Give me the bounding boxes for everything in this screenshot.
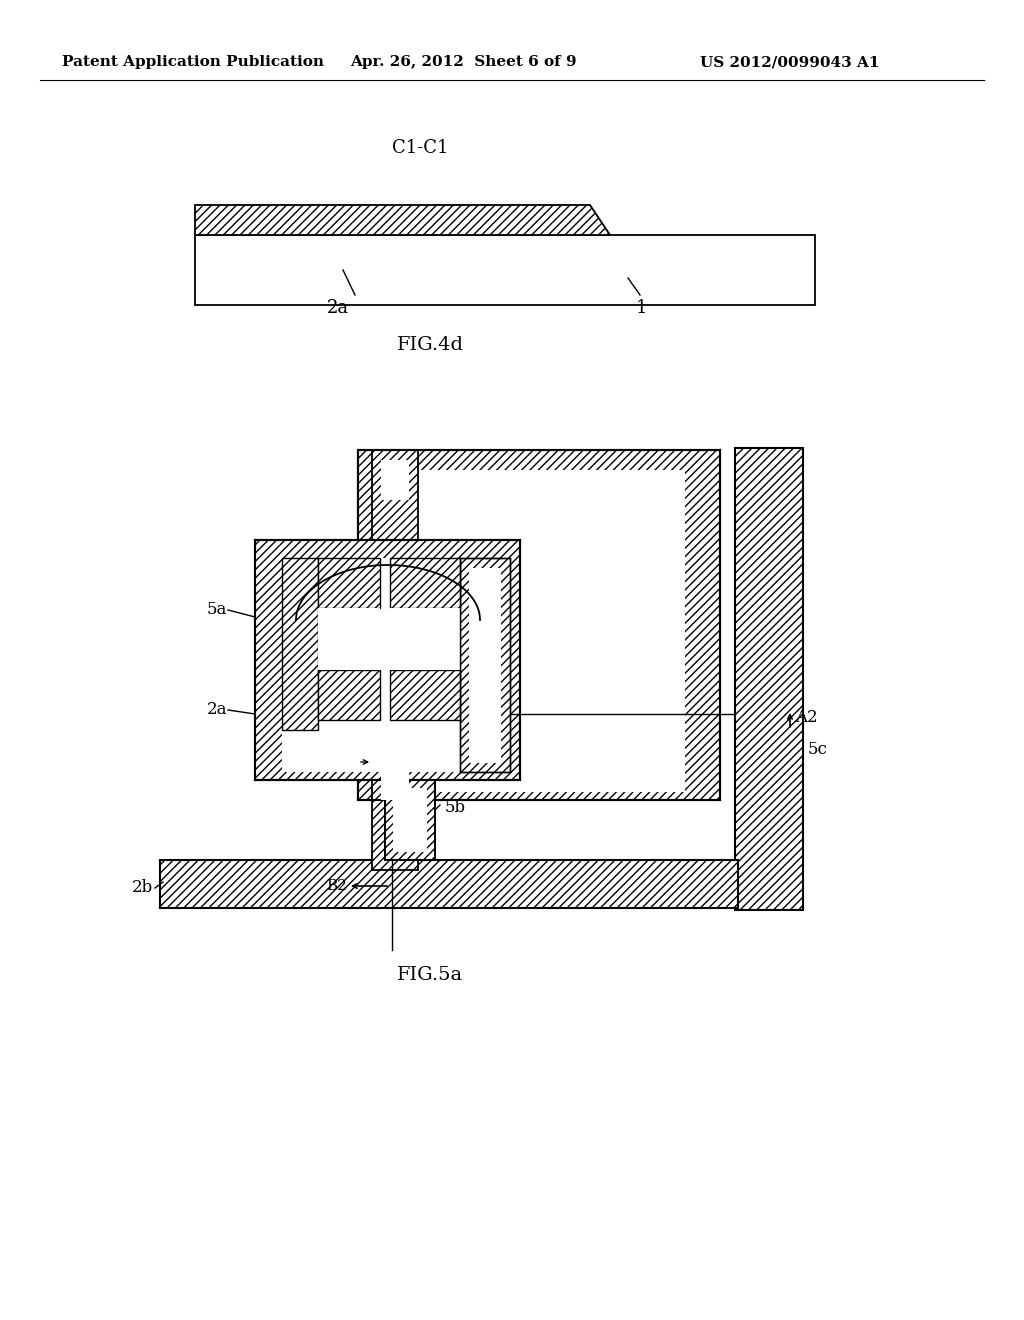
Text: 5a: 5a [207,602,227,619]
Bar [393,788,427,851]
Text: 2b: 2b [132,879,153,896]
Text: C2: C2 [286,576,307,590]
Text: Patent Application Publication: Patent Application Publication [62,55,324,69]
Text: FIG.4d: FIG.4d [396,337,464,354]
Text: 5b: 5b [445,800,466,817]
Bar [381,760,409,800]
Text: 5c: 5c [808,742,827,759]
Bar [195,235,815,305]
Bar [358,450,720,800]
Text: A2: A2 [795,709,817,726]
Bar [390,609,460,671]
Bar [282,558,510,772]
Bar [390,558,460,609]
Text: C2: C2 [336,755,357,770]
Text: A2: A2 [483,709,502,723]
Bar [735,447,803,909]
Polygon shape [195,205,610,235]
Bar [318,671,380,719]
Text: 2a: 2a [207,701,227,718]
Bar [381,459,409,500]
Text: Apr. 26, 2012  Sheet 6 of 9: Apr. 26, 2012 Sheet 6 of 9 [350,55,577,69]
Text: US 2012/0099043 A1: US 2012/0099043 A1 [700,55,880,69]
Text: B2: B2 [326,879,347,894]
Bar [460,558,510,772]
Bar [469,568,501,763]
Bar [395,470,685,792]
Text: FIG.5a: FIG.5a [397,966,463,983]
Text: C1-C1: C1-C1 [392,139,449,157]
Bar [385,780,435,861]
Bar [255,540,520,780]
Text: 1: 1 [636,300,648,317]
Bar [160,861,738,908]
Text: 2a: 2a [327,300,349,317]
Bar [390,671,460,719]
Bar [318,609,380,671]
Bar [372,450,418,870]
Bar [318,558,380,609]
Bar [282,558,318,730]
